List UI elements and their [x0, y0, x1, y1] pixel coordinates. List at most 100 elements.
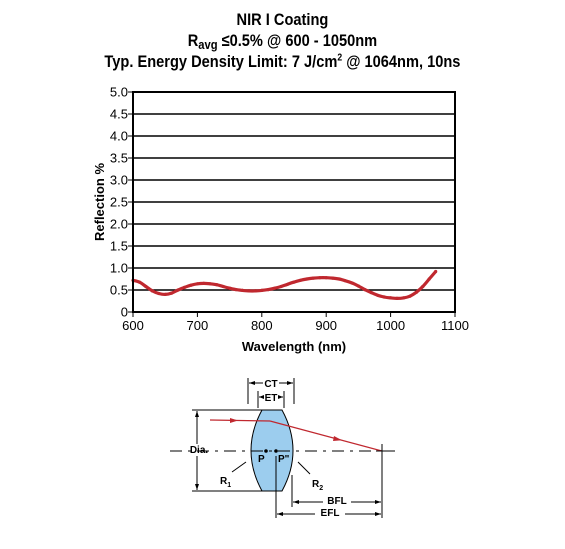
series-point — [137, 280, 141, 284]
series-point — [292, 280, 296, 284]
series-point — [215, 283, 219, 287]
ravg-prefix: R — [187, 31, 199, 50]
r1-text: R — [220, 476, 228, 487]
series-point — [382, 295, 386, 299]
series-point — [434, 269, 438, 274]
et-arrowhead-right — [278, 395, 283, 399]
series-point — [324, 276, 328, 280]
series-point — [369, 291, 373, 295]
x-tick-label: 900 — [315, 318, 337, 333]
r2-label: R2 — [312, 479, 323, 492]
y-tick-label: 0 — [121, 305, 128, 320]
dia-arrowhead-top — [195, 411, 199, 417]
series-point — [298, 278, 302, 282]
efl-arrowhead-left — [277, 512, 283, 516]
series-point — [228, 286, 232, 290]
ct-label: CT — [264, 379, 277, 390]
series-point — [273, 286, 277, 290]
series-point — [343, 279, 348, 283]
bfl-label: BFL — [327, 496, 346, 507]
series-point — [253, 289, 257, 293]
incident-ray — [209, 419, 271, 422]
y-tick-label: 0.5 — [110, 283, 128, 298]
ct-arrowhead-right — [287, 381, 293, 385]
ray-arrowhead-incident — [230, 418, 238, 423]
series-point — [176, 288, 180, 292]
series-point — [350, 281, 354, 285]
series-point — [195, 282, 199, 286]
ravg-subscript: avg — [198, 37, 218, 52]
y-tick-label: 3.5 — [110, 151, 128, 166]
y-tick-label: 4.0 — [110, 129, 128, 144]
y-tick-label: 2.0 — [110, 217, 128, 232]
series-point — [266, 288, 270, 292]
y-tick-label: 4.5 — [110, 107, 128, 122]
chart-title: NIR I Coating — [236, 10, 329, 29]
principal-point-p-prime — [274, 449, 278, 453]
energy-spec: @ 1064nm, 10ns — [342, 52, 461, 71]
bfl-arrowhead-left — [293, 500, 299, 504]
series-point — [286, 282, 290, 286]
series-point — [305, 277, 309, 281]
plot-frame — [132, 91, 456, 313]
p-label: P — [258, 454, 265, 465]
y-tick-label: 3.0 — [110, 173, 128, 188]
x-tick-label: 600 — [122, 318, 144, 333]
series-point — [363, 288, 367, 292]
series-point — [318, 276, 322, 280]
ravg-spec: ≤0.5% @ 600 - 1050nm — [217, 31, 378, 50]
et-label: ET — [265, 393, 278, 404]
x-tick-label: 1000 — [376, 318, 405, 333]
chart-gridlines — [133, 113, 455, 291]
x-tick-label: 1100 — [441, 318, 469, 333]
p-prime-label: P" — [278, 454, 290, 465]
x-axis-label: Wavelength (nm) — [242, 339, 346, 354]
y-tick-label: 1.5 — [110, 239, 128, 254]
series-point — [389, 296, 393, 300]
series-point — [182, 285, 187, 289]
series-point — [247, 289, 251, 293]
energy-prefix: Typ. Energy Density Limit: 7 J/cm — [104, 52, 338, 71]
efl-label: EFL — [321, 508, 340, 519]
series-point — [221, 284, 225, 289]
series-point — [208, 282, 212, 286]
chart-subtitle-energy: Typ. Energy Density Limit: 7 J/cm2 @ 106… — [39, 52, 525, 72]
series-point — [401, 296, 406, 300]
series-point — [408, 294, 412, 298]
series-point — [279, 284, 283, 289]
r2-subscript: 2 — [319, 485, 323, 492]
chart-subtitle-ravg: Ravg ≤0.5% @ 600 - 1050nm — [39, 31, 525, 52]
series-point — [376, 293, 380, 297]
ray-arrowhead-refracted — [333, 436, 342, 441]
r2-text: R — [312, 479, 320, 490]
series-point — [427, 277, 431, 281]
series-point — [240, 288, 245, 292]
chart-series — [131, 269, 438, 300]
series-point — [144, 284, 148, 289]
bfl-arrowhead-right — [375, 500, 381, 504]
r1-label: R1 — [220, 476, 231, 489]
y-axis-label: Reflection % — [92, 163, 107, 241]
x-tick-label: 700 — [187, 318, 209, 333]
series-point — [260, 288, 264, 292]
y-tick-label: 2.5 — [110, 195, 128, 210]
et-arrowhead-left — [259, 395, 264, 399]
y-tick-label: 1.0 — [110, 261, 128, 276]
series-point — [170, 291, 174, 295]
principal-point-p — [264, 449, 268, 453]
series-point — [331, 276, 335, 280]
x-tick-label: 800 — [251, 318, 273, 333]
series-point — [337, 277, 341, 281]
r2-leader — [297, 461, 311, 475]
r1-leader — [231, 461, 247, 473]
series-point — [150, 289, 154, 293]
dia-arrowhead-bottom — [195, 484, 199, 490]
series-point — [189, 283, 193, 287]
energy-superscript: 2 — [337, 52, 343, 64]
series-point — [356, 284, 360, 288]
series-point — [421, 284, 425, 289]
r1-subscript: 1 — [227, 482, 231, 489]
series-point — [414, 290, 418, 294]
